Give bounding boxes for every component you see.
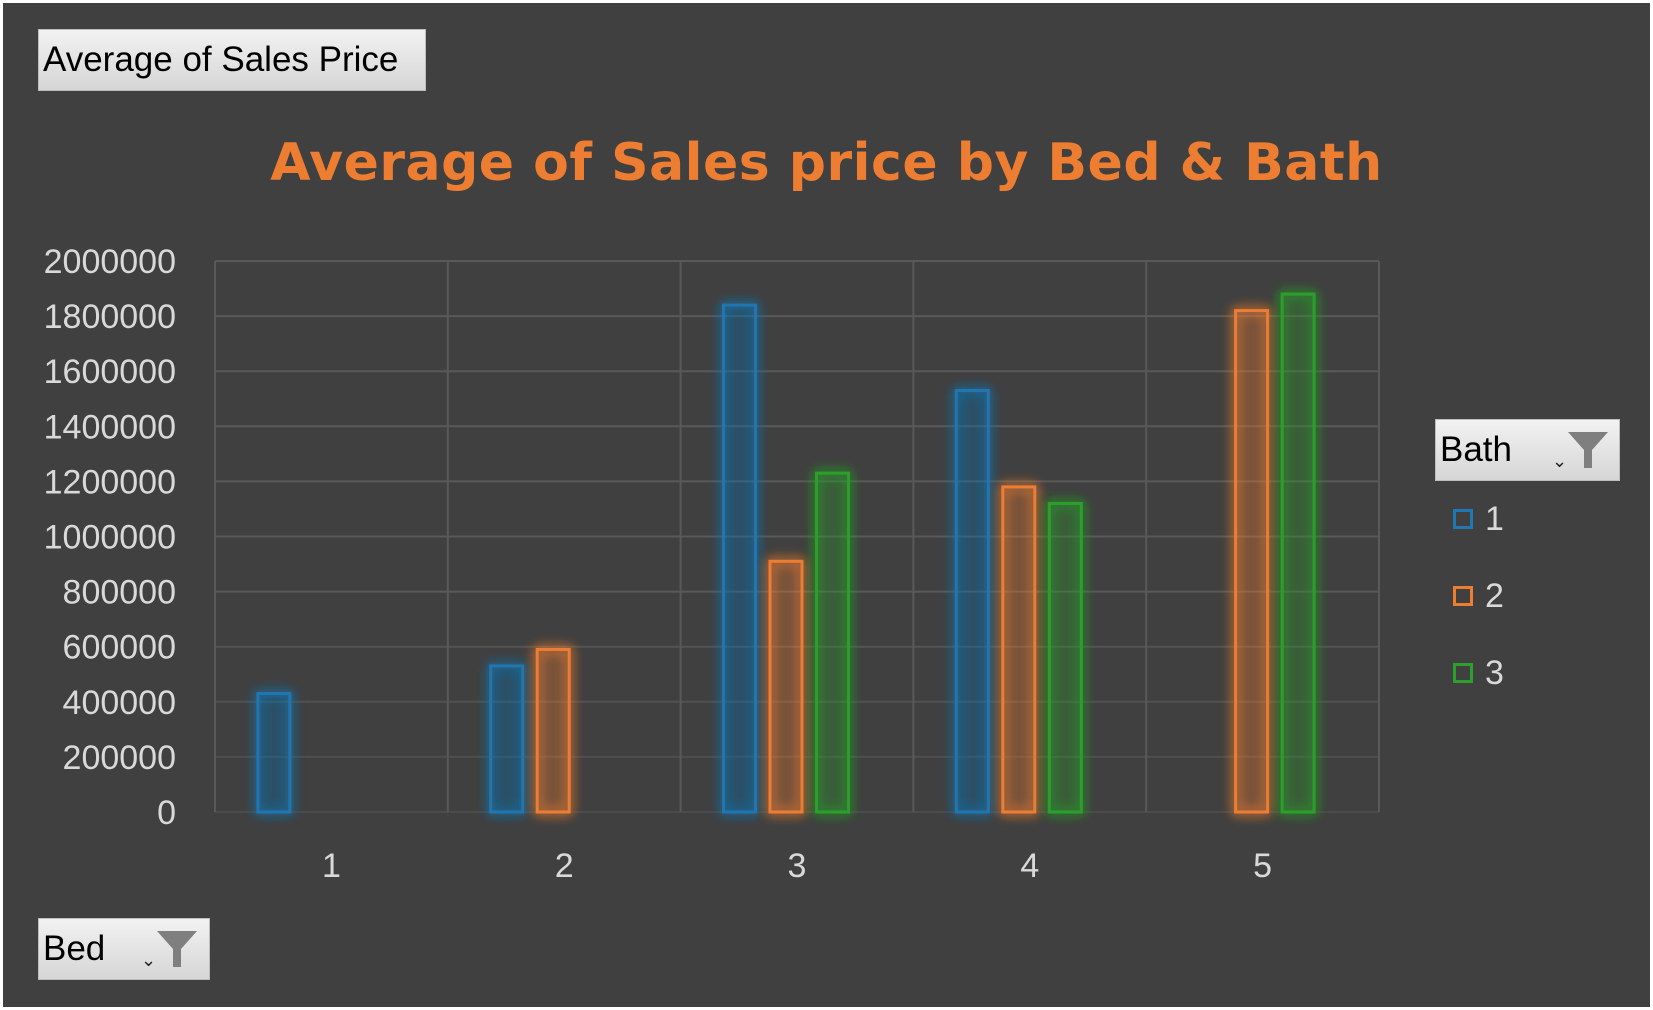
y-tick-label: 600000 — [63, 629, 176, 667]
legend-label: 2 — [1485, 577, 1504, 615]
y-tick-label: 200000 — [63, 739, 176, 777]
value-field-button[interactable]: Average of Sales Price — [38, 29, 426, 91]
y-tick-label: 800000 — [63, 574, 176, 612]
x-tick-label: 4 — [1020, 847, 1039, 885]
bath-field-button[interactable]: Bath ⌄ — [1435, 419, 1620, 481]
bar-bed-4-bath-2 — [1001, 485, 1037, 814]
y-tick-label: 400000 — [63, 684, 176, 722]
y-tick-label: 1000000 — [44, 519, 176, 557]
y-axis-tick-labels: 0 200000 400000 600000 800000 1000000 1200000 1… — [44, 243, 176, 832]
y-tick-label: 1200000 — [44, 463, 176, 501]
legend-item-bath-1[interactable]: 1 — [1451, 500, 1571, 540]
legend-item-bath-2[interactable]: 2 — [1451, 577, 1571, 617]
bar-bed-5-bath-3 — [1280, 292, 1316, 814]
bar-bed-1-bath-1 — [256, 692, 292, 814]
pivot-chart-area: Average of Sales Price Average of Sales … — [3, 3, 1650, 1007]
y-tick-label: 2000000 — [44, 243, 176, 281]
legend-swatch — [1453, 663, 1473, 683]
x-tick-label: 3 — [788, 847, 807, 885]
bar-bed-3-bath-3 — [815, 471, 850, 814]
y-tick-label: 1400000 — [44, 408, 176, 446]
legend-swatch — [1453, 586, 1473, 606]
y-tick-label: 0 — [157, 794, 176, 832]
bar-bed-2-bath-2 — [535, 647, 571, 814]
x-axis-tick-labels: 1 2 3 4 5 — [322, 847, 1272, 885]
bar-bed-3-bath-1 — [722, 303, 757, 814]
bar-bed-2-bath-1 — [489, 664, 525, 814]
y-tick-label: 1800000 — [44, 298, 176, 336]
bar-bed-4-bath-1 — [954, 388, 990, 814]
legend-label: 1 — [1485, 500, 1504, 538]
x-tick-label: 1 — [322, 847, 341, 885]
y-tick-label: 1600000 — [44, 353, 176, 391]
chart-title: Average of Sales price by Bed & Bath — [270, 133, 1383, 193]
bar-bed-3-bath-2 — [768, 559, 804, 814]
bars — [256, 292, 1316, 814]
funnel-filter-icon[interactable] — [153, 927, 201, 973]
bath-field-label: Bath — [1440, 430, 1512, 469]
bed-field-label: Bed — [43, 929, 106, 968]
bar-bed-4-bath-3 — [1047, 501, 1083, 814]
legend-label: 3 — [1485, 654, 1504, 692]
chevron-down-icon[interactable]: ⌄ — [141, 950, 157, 970]
bed-field-button[interactable]: Bed ⌄ — [38, 918, 210, 980]
bar-chart-plot: 0 200000 400000 600000 800000 1000000 1200000 1… — [44, 243, 1380, 885]
chevron-down-icon[interactable]: ⌄ — [1552, 451, 1568, 471]
x-tick-label: 5 — [1253, 847, 1272, 885]
funnel-filter-icon[interactable] — [1564, 428, 1612, 474]
bar-bed-5-bath-2 — [1234, 309, 1270, 814]
legend-swatch — [1453, 509, 1473, 529]
x-tick-label: 2 — [555, 847, 574, 885]
legend-item-bath-3[interactable]: 3 — [1451, 654, 1571, 694]
value-field-label: Average of Sales Price — [43, 40, 399, 79]
